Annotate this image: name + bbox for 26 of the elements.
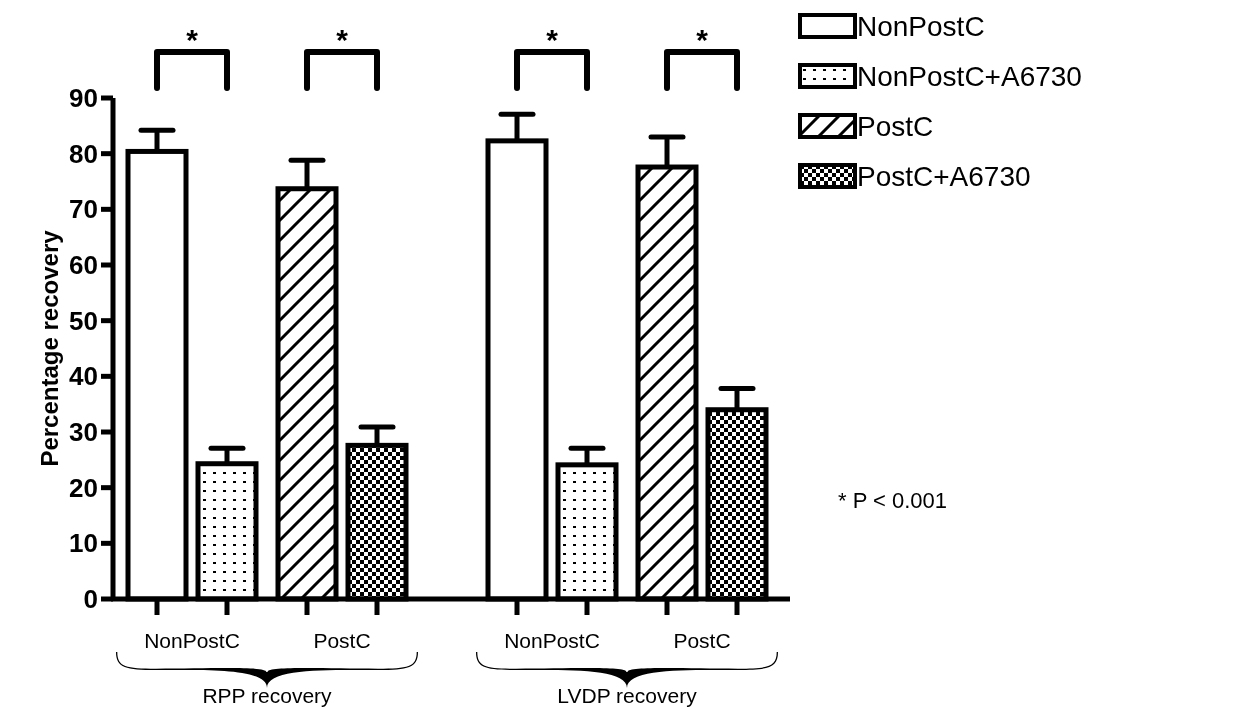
text: RPP recovery — [202, 684, 333, 707]
x-tick-label: PostC — [673, 629, 731, 652]
text: * — [546, 23, 559, 56]
x-tick-label: NonPostC — [144, 629, 240, 652]
y-tick-label: 50 — [69, 305, 98, 336]
text: * — [186, 23, 199, 56]
text: * P < 0.001 — [838, 488, 948, 513]
x-tick-label: PostC — [313, 629, 371, 652]
y-tick-label: 20 — [69, 472, 98, 503]
y-tick-label: 0 — [83, 584, 98, 615]
y-tick-label: 60 — [69, 250, 98, 281]
y-tick-label: 10 — [69, 528, 98, 559]
y-axis-title: Percentage recovery — [36, 229, 63, 467]
text: * — [336, 23, 349, 56]
y-tick-label: 80 — [69, 138, 98, 169]
legend-label: PostC+A6730 — [857, 160, 1031, 192]
x-tick-label: NonPostC — [504, 629, 600, 652]
y-tick-label: 30 — [69, 417, 98, 448]
legend-label: NonPostC — [857, 10, 985, 42]
legend-label: NonPostC+A6730 — [857, 60, 1082, 92]
legend-label: PostC — [857, 110, 934, 142]
text: LVDP recovery — [557, 684, 698, 707]
y-tick-label: 90 — [69, 83, 98, 114]
text: * — [696, 23, 709, 56]
y-tick-label: 70 — [69, 194, 98, 225]
y-tick-label: 40 — [69, 361, 98, 392]
